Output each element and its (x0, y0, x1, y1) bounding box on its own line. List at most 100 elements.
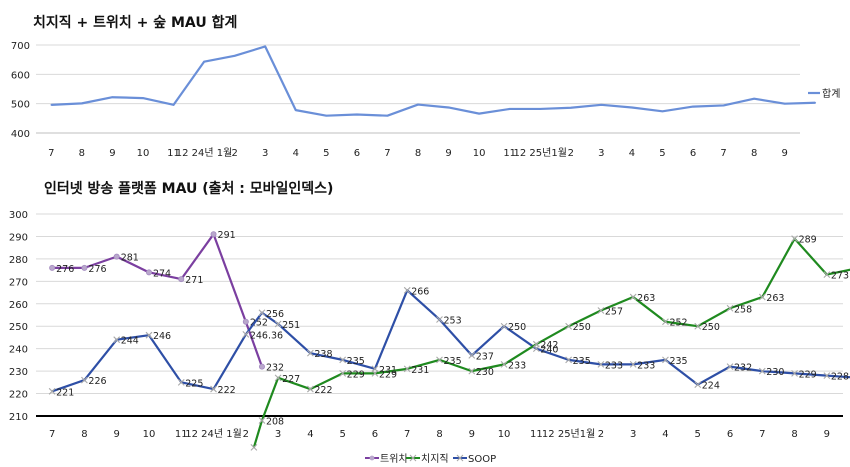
x-tick-label: 5 (695, 429, 701, 440)
data-label-chzzk: 257 (605, 307, 623, 318)
data-label-chzzk: 250 (702, 322, 720, 333)
x-tick-label: 9 (445, 148, 451, 159)
marker-twitch (81, 264, 88, 271)
x-tick-label: 4 (307, 429, 313, 440)
x-tick-label: 12 24년 1월 (185, 428, 242, 440)
x-tick-label: 6 (690, 148, 696, 159)
chart1-title: 치지직 + 트위치 + 숲 MAU 합계 (33, 15, 238, 31)
x-tick-label: 4 (293, 148, 299, 159)
x-tick-label: 3 (630, 429, 636, 440)
marker-chzzk (662, 318, 669, 326)
data-label-chzzk: 235 (444, 356, 462, 367)
data-point (264, 45, 267, 48)
data-label-chzzk: 230 (476, 367, 494, 378)
data-label-chzzk: 233 (508, 360, 526, 371)
data-point (111, 96, 114, 99)
marker-soop (436, 316, 443, 323)
data-label-soop: 246 (153, 331, 171, 342)
data-point (478, 112, 480, 115)
x-tick-label: 8 (436, 429, 442, 440)
x-tick-label: 5 (659, 148, 665, 159)
x-tick-label: 10 (498, 429, 511, 440)
marker-twitch (242, 318, 249, 325)
data-point (294, 109, 297, 111)
y-tick-label: 250 (9, 322, 28, 333)
data-point (203, 60, 205, 63)
x-tick-label: 11 (530, 429, 543, 440)
data-label-soop: 229 (799, 369, 817, 380)
data-point (508, 108, 511, 110)
marker-chzzk (500, 360, 508, 368)
data-point (417, 103, 419, 106)
data-label-soop: 235 (347, 356, 365, 367)
data-label-soop: 228 (831, 372, 849, 383)
x-tick-label: 10 (143, 429, 156, 440)
data-label-soop: 226 (88, 376, 106, 387)
marker-soop (500, 322, 508, 330)
data-label-soop: 244 (121, 336, 139, 347)
data-point (783, 102, 786, 105)
data-label-soop: 233 (605, 360, 623, 371)
y-tick-label: 500 (11, 100, 30, 111)
x-tick-label: 9 (782, 148, 788, 159)
marker-chzzk (565, 322, 573, 330)
data-point (386, 114, 389, 117)
data-label-soop: 240 (540, 345, 558, 356)
data-label-twitch: 276 (56, 264, 74, 275)
marker-soop (339, 356, 347, 364)
x-tick-label: 5 (323, 148, 329, 159)
x-tick-label: 7 (48, 148, 54, 159)
x-tick-label: 2 (231, 148, 237, 159)
data-point (661, 110, 664, 113)
marker-chzzk (597, 307, 605, 314)
data-label-soop: 225 (185, 378, 203, 389)
marker-chzzk (274, 374, 282, 382)
data-label-chzzk: 273 (831, 271, 849, 282)
x-tick-label: 6 (372, 429, 378, 440)
data-label-twitch: 274 (153, 268, 171, 279)
data-label-chzzk: 258 (734, 304, 752, 315)
x-tick-label: 7 (720, 148, 726, 159)
marker-chzzk (532, 340, 540, 348)
data-label-soop: 230 (766, 367, 784, 378)
data-point (692, 105, 694, 108)
data-point (325, 114, 328, 117)
x-tick-label: 11 (167, 148, 180, 159)
data-label-soop: 246.36 (250, 330, 283, 341)
data-label-chzzk: 289 (799, 235, 817, 246)
marker-twitch (258, 363, 265, 370)
data-label-chzzk: 229 (347, 369, 365, 380)
series-line-total (51, 45, 816, 117)
y-tick-label: 700 (11, 41, 30, 52)
data-label-soop: 238 (314, 349, 332, 360)
x-tick-label: 8 (81, 429, 87, 440)
x-tick-label: 11 (503, 148, 516, 159)
legend-marker-soop (456, 454, 464, 462)
marker-soop (629, 360, 637, 368)
marker-chzzk (436, 356, 443, 364)
y-tick-label: 290 (9, 232, 28, 243)
y-tick-label: 230 (9, 367, 28, 378)
marker-soop (274, 320, 282, 328)
data-label-soop: 256 (266, 309, 284, 320)
data-point (81, 102, 83, 105)
data-label-chzzk: 263 (766, 293, 784, 304)
data-point (753, 97, 755, 100)
data-label-soop: 251 (282, 320, 300, 331)
y-tick-label: 220 (9, 390, 28, 401)
marker-twitch (113, 253, 120, 260)
data-label-chzzk: 242 (540, 340, 558, 351)
x-tick-label: 2 (243, 429, 249, 440)
data-point (814, 101, 817, 104)
legend-label-soop: SOOP (468, 454, 496, 465)
x-tick-label: 3 (598, 148, 604, 159)
x-tick-label: 8 (79, 148, 85, 159)
data-label-chzzk: 263 (637, 293, 655, 304)
marker-chzzk (403, 365, 411, 373)
data-label-soop: 224 (702, 381, 720, 392)
marker-soop (662, 356, 669, 364)
x-tick-label: 9 (824, 429, 830, 440)
marker-soop (113, 336, 121, 344)
